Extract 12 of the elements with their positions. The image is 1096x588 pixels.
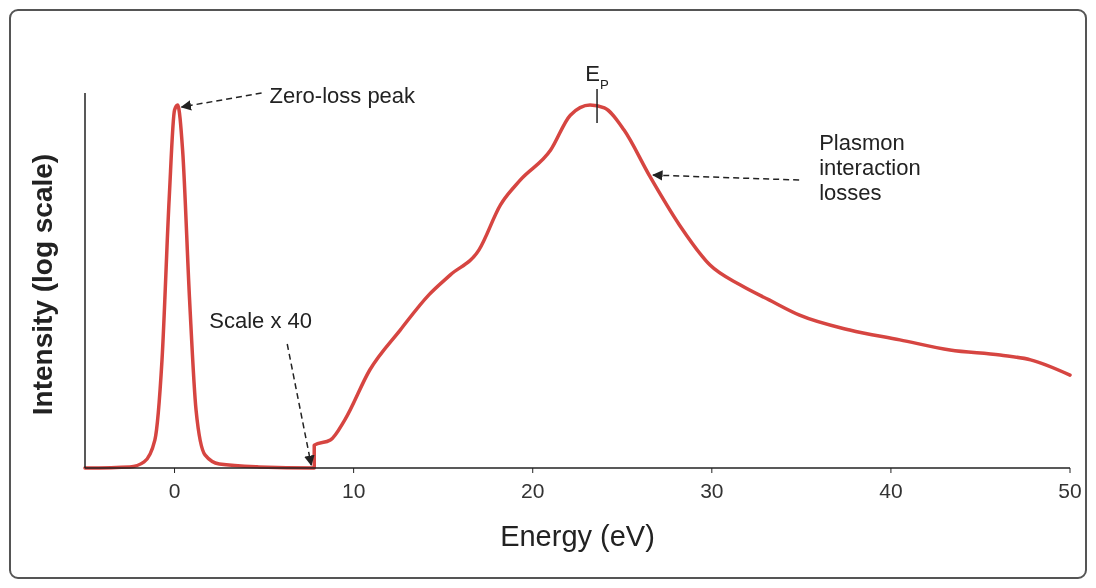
x-axis-title: Energy (eV) xyxy=(500,520,655,552)
x-tick-label: 30 xyxy=(700,479,724,502)
x-tick-label: 40 xyxy=(879,479,903,502)
x-tick-label: 50 xyxy=(1058,479,1082,502)
x-tick-label: 10 xyxy=(341,479,366,502)
y-axis-title: Intensity (log scale) xyxy=(27,153,58,416)
x-tick-label: 20 xyxy=(521,479,545,502)
x-tick-label: 0 xyxy=(168,479,181,502)
annotation: Plasmon interaction losses xyxy=(819,130,921,206)
annotation: Scale x 40 xyxy=(209,308,312,333)
annotation: E$_{P}$ xyxy=(585,61,609,92)
annotation: Zero-loss peak xyxy=(269,83,417,108)
